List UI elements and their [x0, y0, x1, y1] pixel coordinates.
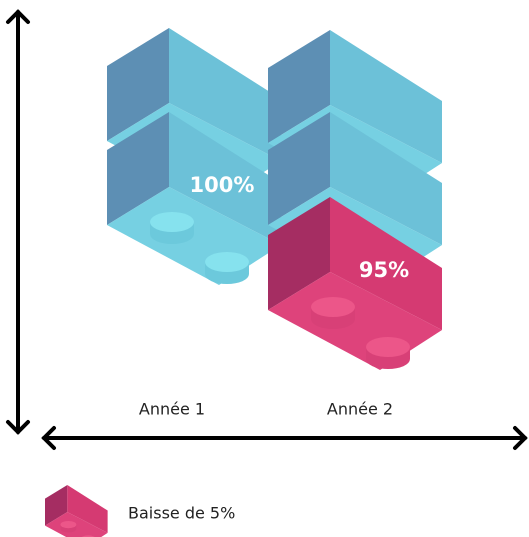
- axes: [6, 9, 528, 450]
- value-label: 100%: [190, 173, 255, 197]
- legend-label: Baisse de 5%: [128, 504, 235, 523]
- x-label: Année 2: [327, 400, 393, 419]
- legend-swatch: [45, 485, 108, 537]
- x-label: Année 1: [139, 400, 205, 419]
- value-label: 95%: [359, 258, 409, 282]
